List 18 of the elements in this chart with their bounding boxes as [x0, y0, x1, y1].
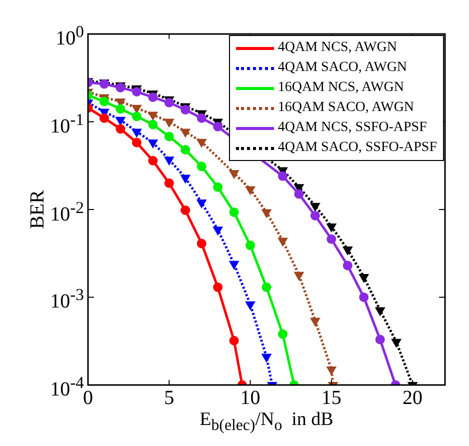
x-axis-title: E$_{b(elec)}$/N$_{o}$ in dB [198, 409, 334, 435]
legend-label: 4QAM NCS, SSFO-APSF [278, 120, 427, 136]
x-tick-label: 5 [163, 387, 176, 410]
x-tick-label: 10 [239, 387, 262, 410]
legend-label: 4QAM SACO, AWGN [278, 60, 408, 76]
y-tick-label: 10$^{-4}$ [50, 372, 84, 401]
x-tick-label: 15 [320, 387, 342, 410]
y-axis-title: BER [26, 190, 50, 228]
y-tick-label: 10$^{-2}$ [50, 196, 84, 226]
x-tick-label: 0 [83, 387, 93, 409]
legend-label: 16QAM NCS, AWGN [278, 80, 404, 96]
y-tick-label: 10$^{-3}$ [50, 284, 84, 314]
x-tick-label: 20 [402, 387, 424, 410]
legend-label: 4QAM SACO, SSFO-APSF [278, 140, 437, 156]
y-tick-label: 10$^{0}$ [56, 21, 84, 51]
y-tick-label: 10$^{-1}$ [50, 108, 84, 138]
legend-label: 4QAM NCS, AWGN [278, 40, 397, 56]
legend-label: 16QAM SACO, AWGN [278, 100, 414, 116]
